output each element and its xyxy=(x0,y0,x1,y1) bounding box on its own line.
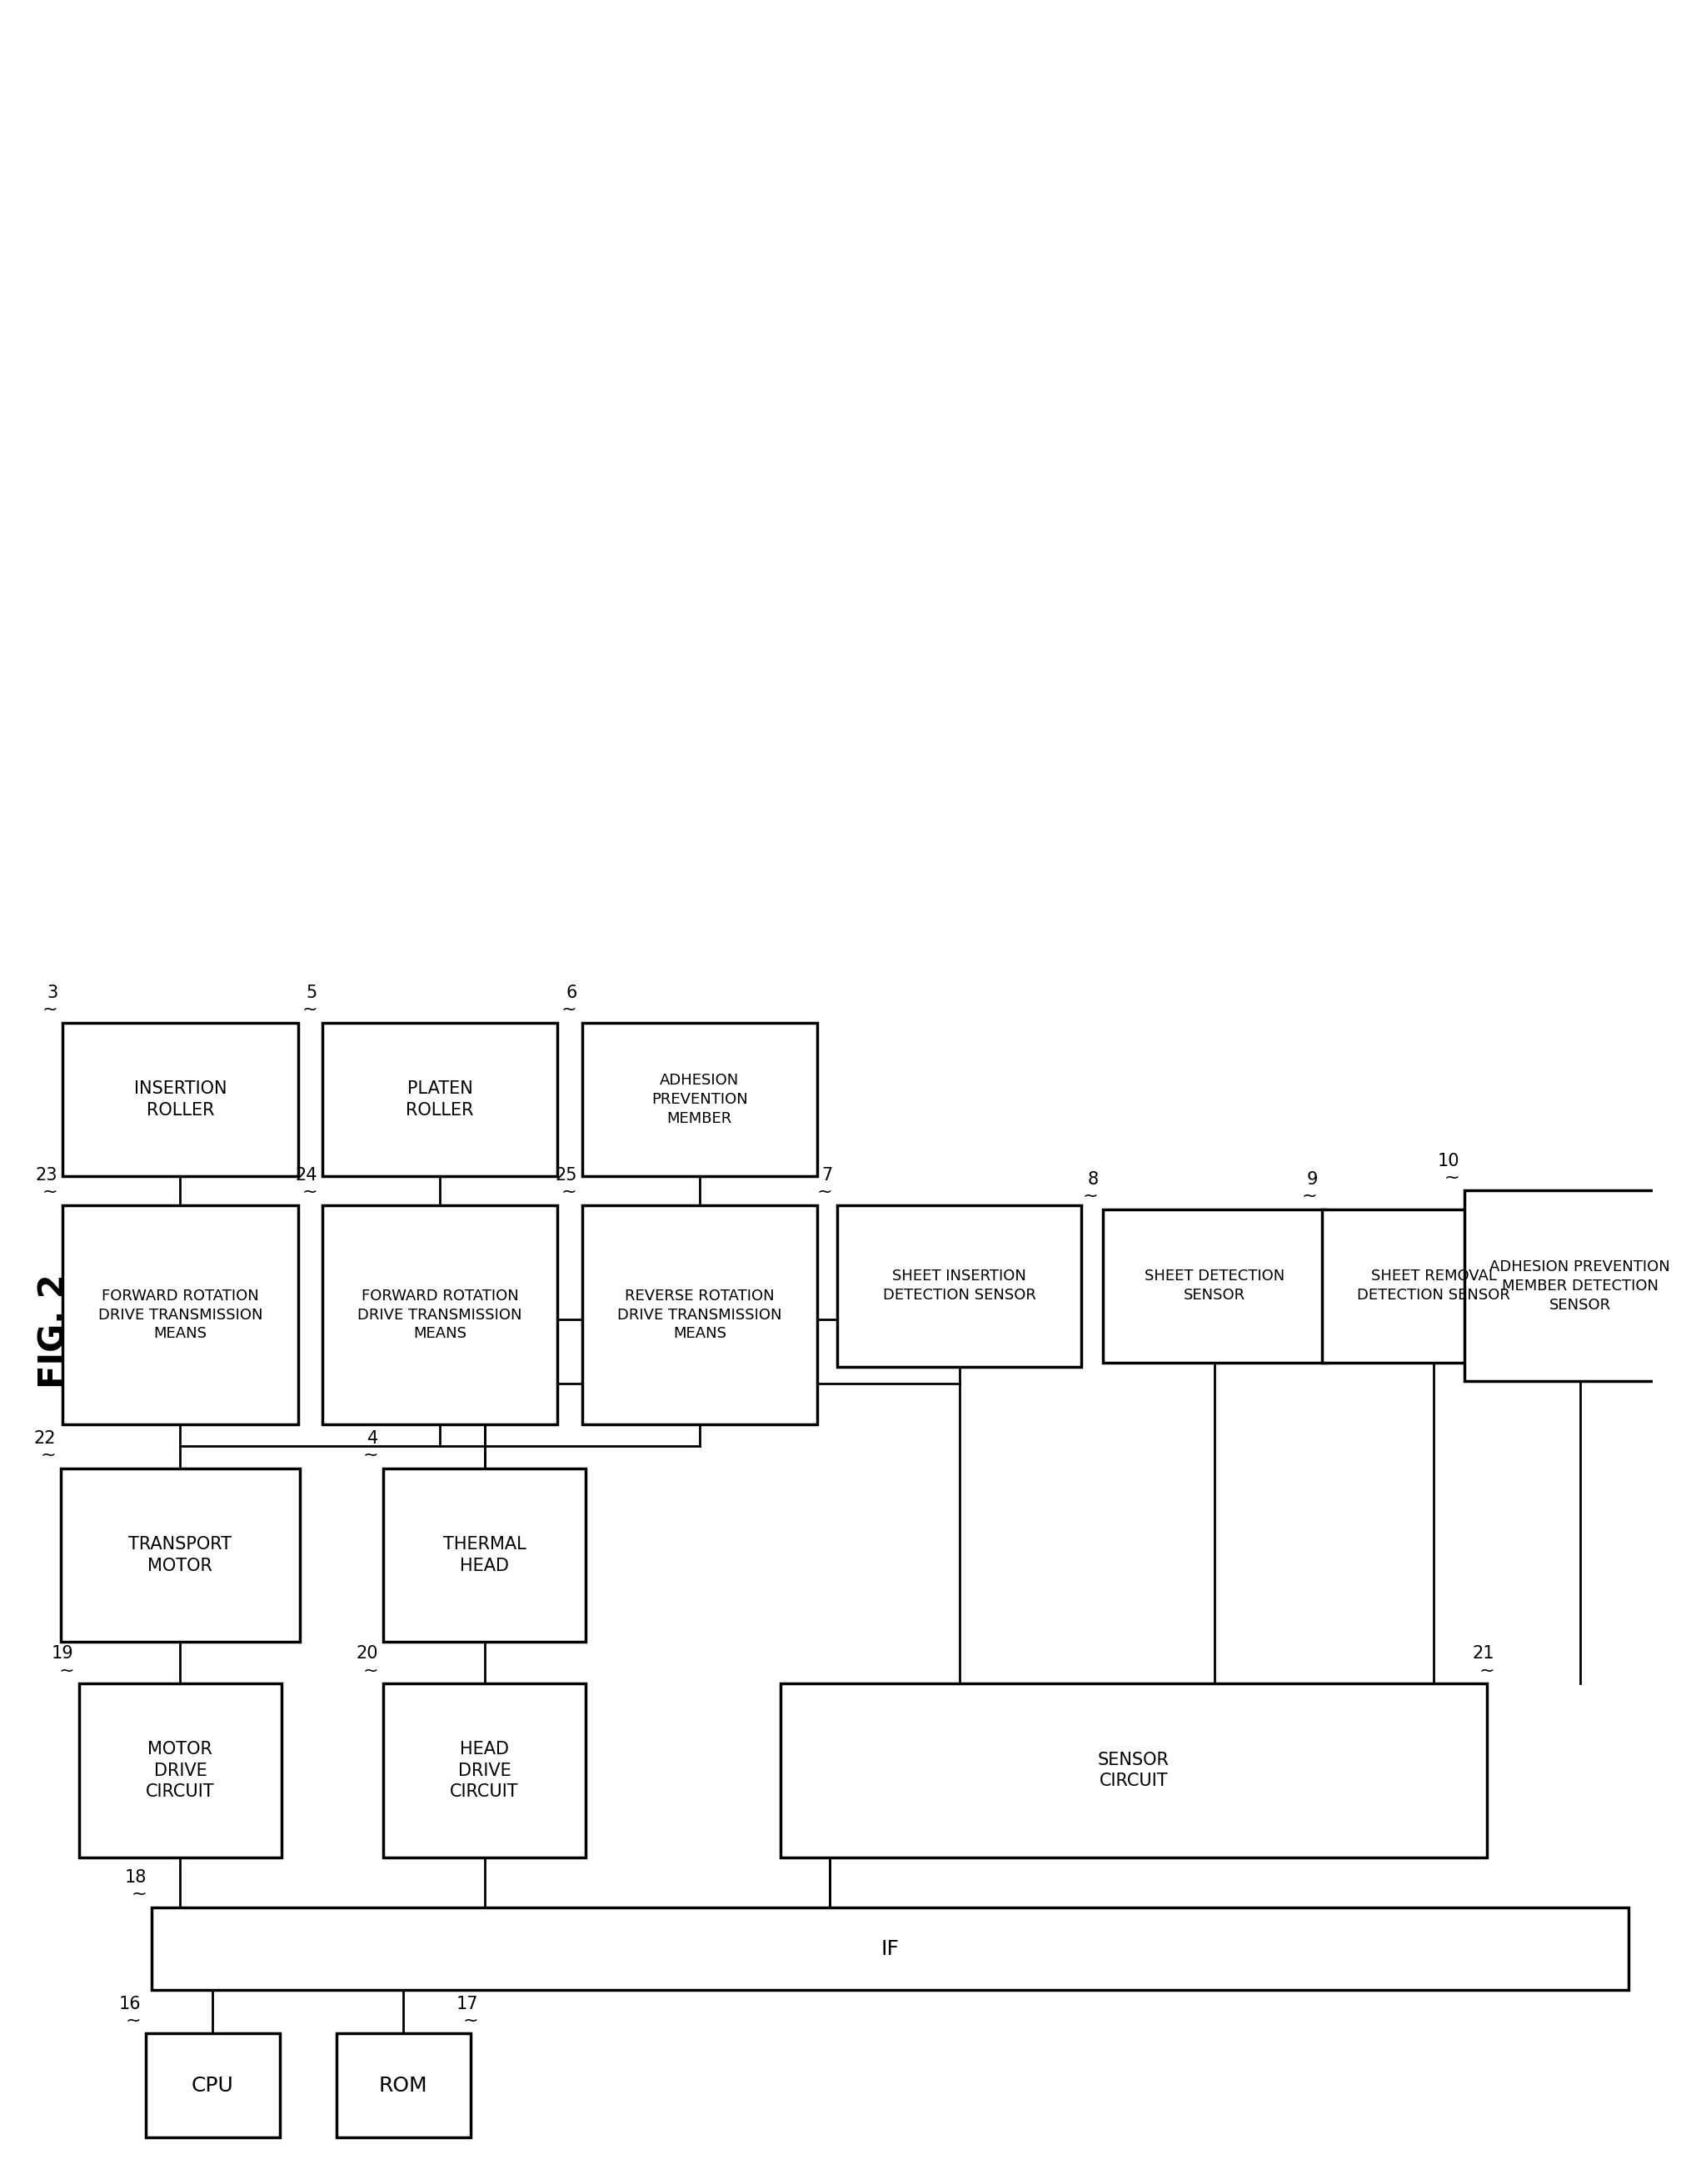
Text: 23: 23 xyxy=(36,1166,57,1184)
Bar xyxy=(323,1022,558,1177)
Text: ~: ~ xyxy=(364,1446,379,1463)
Bar xyxy=(61,1468,299,1642)
Text: 24: 24 xyxy=(296,1166,318,1184)
Bar xyxy=(63,1022,298,1177)
Text: ~: ~ xyxy=(42,1184,57,1201)
Bar xyxy=(145,2033,279,2138)
Bar xyxy=(582,1022,817,1177)
Text: PLATEN
ROLLER: PLATEN ROLLER xyxy=(406,1081,473,1118)
Text: ADHESION PREVENTION
MEMBER DETECTION
SENSOR: ADHESION PREVENTION MEMBER DETECTION SEN… xyxy=(1490,1260,1671,1313)
Text: SHEET DETECTION
SENSOR: SHEET DETECTION SENSOR xyxy=(1145,1269,1285,1304)
Text: FORWARD ROTATION
DRIVE TRANSMISSION
MEANS: FORWARD ROTATION DRIVE TRANSMISSION MEAN… xyxy=(358,1289,523,1341)
Bar xyxy=(837,1206,1081,1367)
Text: 3: 3 xyxy=(47,985,57,1000)
Text: FORWARD ROTATION
DRIVE TRANSMISSION
MEANS: FORWARD ROTATION DRIVE TRANSMISSION MEAN… xyxy=(98,1289,262,1341)
Text: ~: ~ xyxy=(1082,1188,1099,1203)
Text: TRANSPORT
MOTOR: TRANSPORT MOTOR xyxy=(129,1535,232,1575)
Text: THERMAL
HEAD: THERMAL HEAD xyxy=(443,1535,526,1575)
Text: ~: ~ xyxy=(132,1885,147,1902)
Text: IF: IF xyxy=(881,1939,900,1959)
Bar xyxy=(1464,1190,1691,1380)
Bar xyxy=(152,1907,1628,1990)
Bar xyxy=(337,2033,470,2138)
Text: HEAD
DRIVE
CIRCUIT: HEAD DRIVE CIRCUIT xyxy=(450,1741,519,1800)
Text: ~: ~ xyxy=(303,1184,318,1201)
Text: ~: ~ xyxy=(1302,1188,1317,1203)
Text: MOTOR
DRIVE
CIRCUIT: MOTOR DRIVE CIRCUIT xyxy=(145,1741,215,1800)
Bar xyxy=(582,1206,817,1424)
Text: ADHESION
PREVENTION
MEMBER: ADHESION PREVENTION MEMBER xyxy=(651,1072,747,1127)
Bar xyxy=(384,1684,587,1859)
Text: 5: 5 xyxy=(306,985,318,1000)
Bar xyxy=(1322,1210,1546,1363)
Bar xyxy=(781,1684,1486,1859)
Text: REVERSE ROTATION
DRIVE TRANSMISSION
MEANS: REVERSE ROTATION DRIVE TRANSMISSION MEAN… xyxy=(617,1289,781,1341)
Text: 9: 9 xyxy=(1307,1171,1317,1188)
Text: INSERTION
ROLLER: INSERTION ROLLER xyxy=(134,1081,227,1118)
Text: CPU: CPU xyxy=(191,2075,233,2094)
Text: ~: ~ xyxy=(817,1184,832,1201)
Text: 18: 18 xyxy=(125,1870,147,1885)
Text: 17: 17 xyxy=(457,1996,479,2011)
Bar xyxy=(63,1206,298,1424)
Text: ~: ~ xyxy=(561,1184,577,1201)
Text: SENSOR
CIRCUIT: SENSOR CIRCUIT xyxy=(1097,1752,1170,1789)
Text: ~: ~ xyxy=(41,1446,56,1463)
Text: 22: 22 xyxy=(34,1431,56,1446)
Text: 4: 4 xyxy=(367,1431,379,1446)
Text: SHEET INSERTION
DETECTION SENSOR: SHEET INSERTION DETECTION SENSOR xyxy=(883,1269,1037,1304)
Bar xyxy=(79,1684,282,1859)
Text: ROM: ROM xyxy=(379,2075,428,2094)
Text: 7: 7 xyxy=(822,1166,832,1184)
Text: ~: ~ xyxy=(1480,1662,1495,1679)
Text: 16: 16 xyxy=(118,1996,140,2011)
Bar xyxy=(384,1468,587,1642)
Text: ~: ~ xyxy=(303,1000,318,1018)
Text: ~: ~ xyxy=(364,1662,379,1679)
Text: 20: 20 xyxy=(357,1645,379,1662)
Text: 6: 6 xyxy=(566,985,577,1000)
Text: SHEET REMOVAL
DETECTION SENSOR: SHEET REMOVAL DETECTION SENSOR xyxy=(1358,1269,1510,1304)
Text: 8: 8 xyxy=(1087,1171,1099,1188)
Text: ~: ~ xyxy=(561,1000,577,1018)
Bar xyxy=(1103,1210,1326,1363)
Text: ~: ~ xyxy=(59,1662,74,1679)
Text: ~: ~ xyxy=(1444,1168,1459,1186)
Text: 21: 21 xyxy=(1473,1645,1495,1662)
Text: FIG. 2: FIG. 2 xyxy=(37,1273,73,1389)
Text: 10: 10 xyxy=(1437,1153,1459,1168)
Text: ~: ~ xyxy=(125,2011,140,2029)
Bar xyxy=(323,1206,558,1424)
Text: 25: 25 xyxy=(555,1166,577,1184)
Text: 19: 19 xyxy=(52,1645,74,1662)
Text: ~: ~ xyxy=(463,2011,479,2029)
Text: ~: ~ xyxy=(42,1000,57,1018)
